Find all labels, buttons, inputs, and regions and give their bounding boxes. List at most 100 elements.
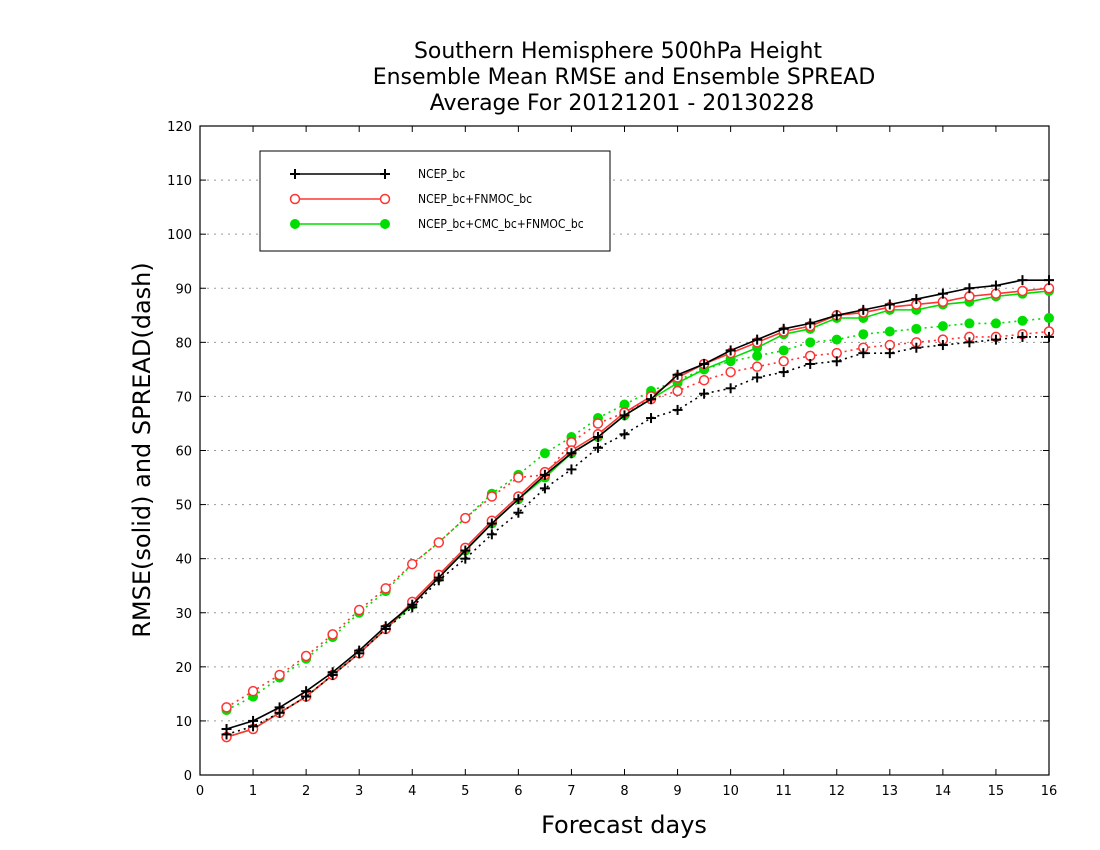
y-tick-label: 90	[175, 282, 192, 297]
NCEP_bc+CMC_bc+FNMOC_bc-spread-point	[831, 334, 842, 345]
x-tick-label: 4	[408, 784, 416, 799]
NCEP_bc-spread-point	[1044, 331, 1054, 342]
NCEP_bc+CMC_bc+FNMOC_bc-rmse-line	[226, 290, 1050, 738]
x-tick-label: 5	[461, 784, 469, 799]
NCEP_bc+FNMOC_bc-spread-point	[300, 650, 312, 662]
title-line-1: Southern Hemisphere 500hPa Height	[414, 39, 822, 64]
NCEP_bc-rmse-point	[486, 518, 497, 529]
legend-marker	[380, 219, 390, 229]
NCEP_bc-rmse-point	[513, 494, 524, 505]
NCEP_bc-spread-point	[911, 342, 922, 353]
NCEP_bc+CMC_bc+FNMOC_bc-spread-point	[1044, 312, 1054, 323]
NCEP_bc+CMC_bc+FNMOC_bc-spread-point	[539, 448, 550, 459]
x-axis: 0 1 2 3 4 5 6 7 8 9 10 11 12 13 14 15 16	[196, 126, 1057, 799]
legend-label: NCEP_bc	[418, 167, 465, 181]
NCEP_bc-rmse-point	[937, 288, 948, 299]
NCEP_bc-spread-point	[937, 340, 948, 351]
NCEP_bc-rmse-point	[407, 599, 418, 610]
y-tick-label: 80	[175, 336, 192, 351]
NCEP_bc-rmse-point	[672, 369, 683, 380]
NCEP_bc-rmse-point	[539, 469, 550, 480]
x-tick-label: 0	[196, 784, 204, 799]
NCEP_bc+FNMOC_bc-spread-point	[353, 604, 365, 616]
y-tick-label: 0	[184, 769, 192, 784]
NCEP_bc+CMC_bc+FNMOC_bc-spread-point	[805, 337, 816, 348]
NCEP_bc-spread-point	[539, 483, 550, 494]
NCEP_bc+FNMOC_bc-spread-point	[433, 537, 445, 548]
NCEP_bc-rmse-point	[1017, 275, 1028, 286]
NCEP_bc+FNMOC_bc-spread-point	[327, 629, 338, 640]
y-tick-label: 30	[175, 607, 192, 622]
NCEP_bc-spread-point	[592, 442, 603, 453]
NCEP_bc-spread-point	[672, 404, 683, 415]
x-tick-label: 9	[673, 784, 681, 799]
x-axis-label: Forecast days	[541, 811, 707, 839]
NCEP_bc+CMC_bc+FNMOC_bc-spread-point	[884, 326, 895, 337]
NCEP_bc-rmse-point	[1044, 275, 1054, 286]
NCEP_bc-rmse-point	[460, 545, 471, 556]
NCEP_bc-rmse-point	[327, 667, 338, 678]
NCEP_bc-rmse-point	[884, 299, 895, 310]
legend-box	[259, 150, 611, 252]
NCEP_bc-rmse-point	[380, 621, 391, 632]
title-line-3: Average For 20121201 - 20130228	[430, 91, 815, 116]
NCEP_bc+FNMOC_bc-spread-point	[513, 472, 524, 483]
legend-item: NCEP_bc+FNMOC_bc	[289, 192, 532, 206]
y-tick-label: 70	[175, 390, 192, 405]
NCEP_bc+FNMOC_bc-spread-point	[778, 356, 789, 367]
NCEP_bc+FNMOC_bc-spread-point	[221, 702, 232, 713]
legend: NCEP_bc NCEP_bc+FNMOC_bc NCEP_bc+CMC_bc+FN…	[259, 150, 611, 252]
gridlines	[200, 179, 1049, 722]
NCEP_bc-rmse-point	[911, 294, 922, 305]
NCEP_bc-rmse-point	[433, 572, 444, 583]
NCEP_bc-spread-point	[884, 348, 895, 359]
NCEP_bc-rmse-point	[354, 645, 365, 656]
NCEP_bc-rmse-point	[699, 358, 710, 369]
NCEP_bc+CMC_bc+FNMOC_bc-spread-point	[964, 318, 975, 329]
NCEP_bc-spread-point	[486, 529, 497, 540]
legend-marker	[379, 193, 391, 205]
y-tick-label: 40	[175, 553, 192, 568]
NCEP_bc-rmse-point	[646, 394, 657, 405]
NCEP_bc+CMC_bc+FNMOC_bc-spread-point	[858, 329, 869, 340]
NCEP_bc-rmse-point	[725, 345, 736, 356]
y-axis: 0 10 20 30 40 50 60 70 80 90 100 110 120	[167, 120, 1049, 784]
NCEP_bc-spread-point	[619, 429, 630, 440]
NCEP_bc+FNMOC_bc-spread-point	[274, 669, 285, 681]
NCEP_bc+FNMOC_bc-rmse-point	[1017, 285, 1028, 297]
NCEP_bc-spread-point	[964, 337, 975, 348]
NCEP_bc-spread-point	[858, 348, 869, 359]
NCEP_bc-spread-point	[752, 372, 763, 383]
NCEP_bc+CMC_bc+FNMOC_bc-spread-line	[226, 317, 1050, 711]
NCEP_bc+FNMOC_bc-spread-point	[672, 385, 683, 397]
NCEP_bc+CMC_bc+FNMOC_bc-spread-point	[1017, 315, 1028, 326]
legend-label: NCEP_bc+CMC_bc+FNMOC_bc	[418, 217, 584, 231]
legend-marker	[290, 169, 300, 179]
NCEP_bc-spread-point	[1017, 331, 1028, 342]
legend-item: NCEP_bc+CMC_bc+FNMOC_bc	[290, 217, 584, 231]
x-tick-label: 14	[935, 784, 952, 799]
series-NCEP_bc	[221, 275, 1054, 740]
NCEP_bc-rmse-point	[592, 431, 603, 442]
y-tick-label: 20	[175, 661, 192, 676]
NCEP_bc-spread-point	[566, 464, 577, 475]
y-tick-label: 50	[175, 499, 192, 514]
NCEP_bc-spread-point	[990, 334, 1001, 345]
x-tick-label: 12	[828, 784, 845, 799]
x-tick-label: 15	[988, 784, 1005, 799]
series-NCEP_bc+CMC_bc+FNMOC_bc	[221, 285, 1054, 743]
NCEP_bc+CMC_bc+FNMOC_bc-spread-point	[990, 318, 1001, 329]
y-tick-label: 60	[175, 445, 192, 460]
NCEP_bc+FNMOC_bc-rmse-line	[226, 287, 1050, 738]
NCEP_bc+FNMOC_bc-spread-point	[698, 374, 710, 386]
NCEP_bc-spread-point	[725, 383, 736, 394]
y-tick-label: 110	[167, 174, 192, 189]
NCEP_bc-spread-point	[646, 413, 657, 424]
NCEP_bc+FNMOC_bc-spread-point	[751, 361, 763, 372]
y-tick-label: 120	[167, 120, 192, 135]
NCEP_bc-rmse-point	[274, 702, 285, 713]
NCEP_bc+FNMOC_bc-spread-point	[486, 491, 498, 502]
series-NCEP_bc+FNMOC_bc	[221, 283, 1055, 743]
NCEP_bc+FNMOC_bc-spread-point	[247, 685, 259, 697]
